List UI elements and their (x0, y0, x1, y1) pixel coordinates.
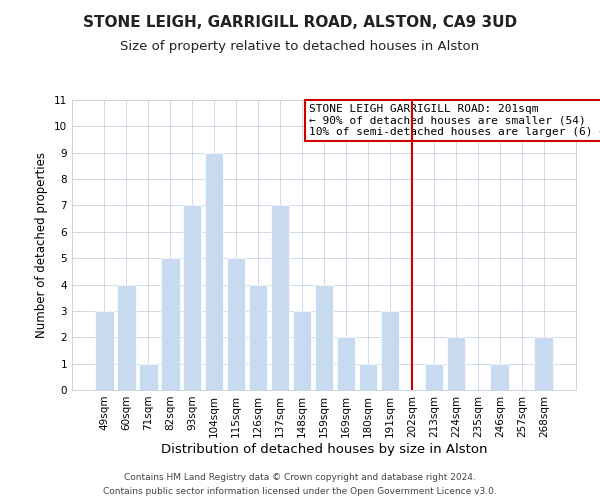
Bar (490, 364, 509, 390)
Bar (359, 364, 377, 390)
Bar (314, 284, 334, 390)
Bar (139, 364, 158, 390)
Bar (337, 338, 355, 390)
Bar (293, 311, 311, 390)
Bar (227, 258, 245, 390)
Bar (535, 338, 553, 390)
Bar (205, 152, 223, 390)
Text: Contains HM Land Registry data © Crown copyright and database right 2024.: Contains HM Land Registry data © Crown c… (124, 473, 476, 482)
Text: STONE LEIGH GARRIGILL ROAD: 201sqm
← 90% of detached houses are smaller (54)
10%: STONE LEIGH GARRIGILL ROAD: 201sqm ← 90%… (308, 104, 600, 137)
X-axis label: Distribution of detached houses by size in Alston: Distribution of detached houses by size … (161, 442, 487, 456)
Bar (446, 338, 465, 390)
Bar (161, 258, 179, 390)
Text: STONE LEIGH, GARRIGILL ROAD, ALSTON, CA9 3UD: STONE LEIGH, GARRIGILL ROAD, ALSTON, CA9… (83, 15, 517, 30)
Bar (271, 206, 289, 390)
Bar (380, 311, 399, 390)
Bar (249, 284, 268, 390)
Y-axis label: Number of detached properties: Number of detached properties (35, 152, 49, 338)
Text: Contains public sector information licensed under the Open Government Licence v3: Contains public sector information licen… (103, 486, 497, 496)
Bar (117, 284, 136, 390)
Text: Size of property relative to detached houses in Alston: Size of property relative to detached ho… (121, 40, 479, 53)
Bar (95, 311, 113, 390)
Bar (183, 206, 202, 390)
Bar (425, 364, 443, 390)
